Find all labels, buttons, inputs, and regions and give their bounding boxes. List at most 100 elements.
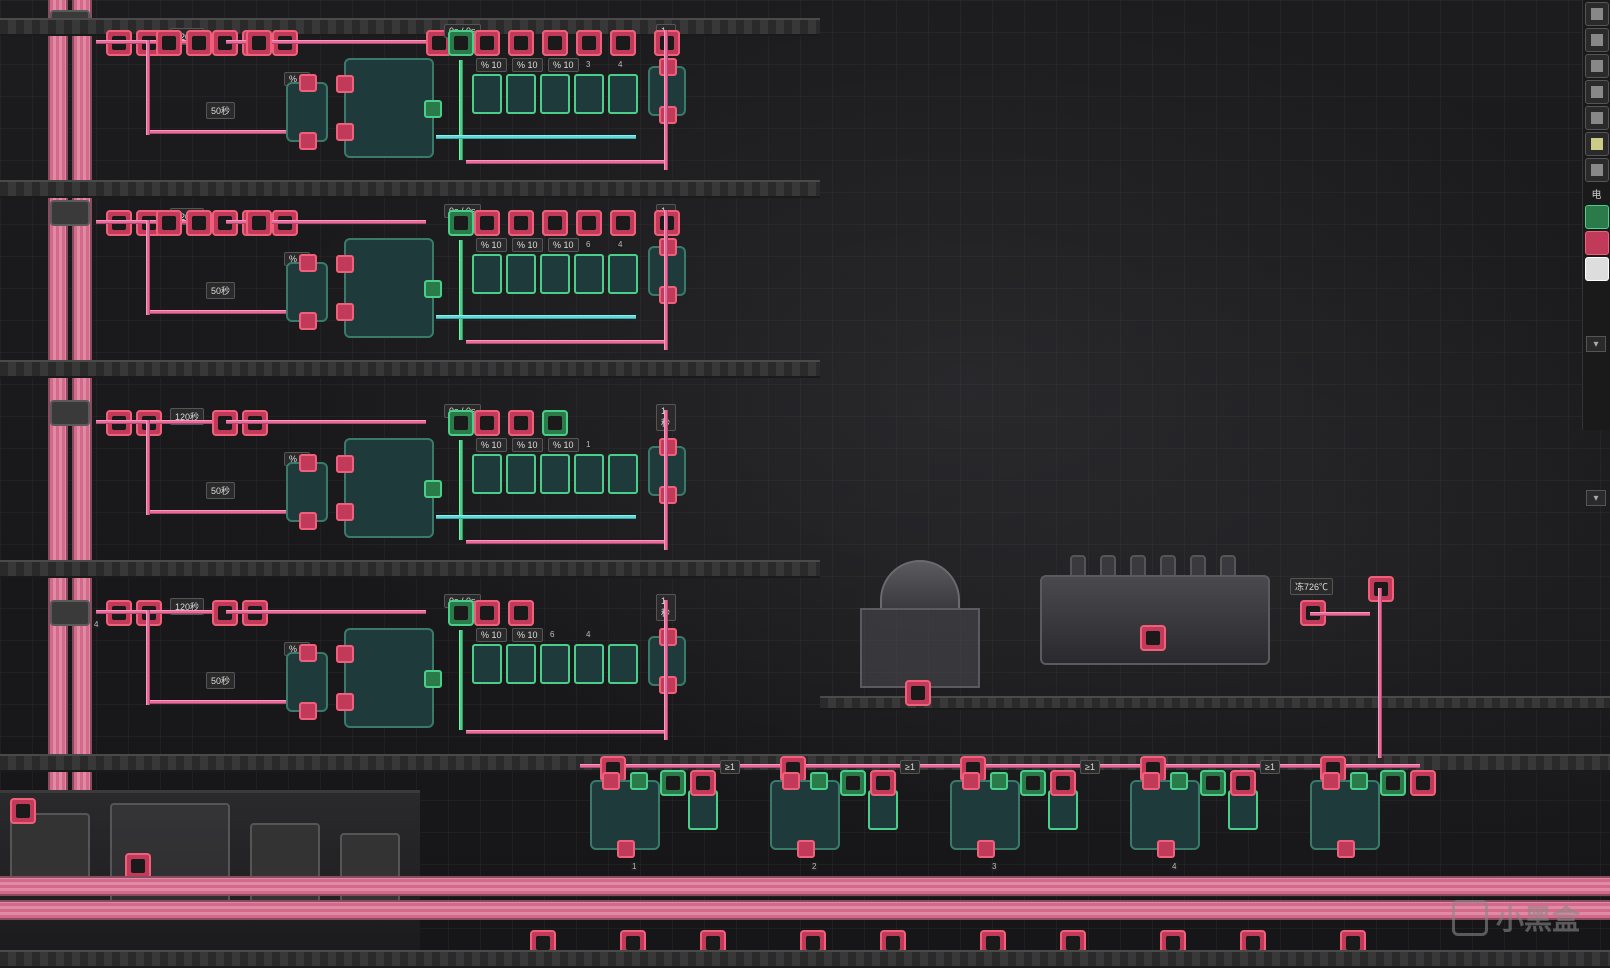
logic-block[interactable]	[1130, 780, 1200, 850]
wire	[466, 340, 666, 344]
logic-output-green[interactable]	[542, 410, 568, 436]
sensor[interactable]	[574, 254, 604, 294]
sensor[interactable]	[868, 790, 898, 830]
sensor[interactable]	[472, 644, 502, 684]
logic-output-red[interactable]	[576, 30, 602, 56]
sensor[interactable]	[506, 74, 536, 114]
logic-output-red[interactable]	[508, 410, 534, 436]
sensor[interactable]	[688, 790, 718, 830]
sensor[interactable]	[472, 254, 502, 294]
logic-output-green[interactable]	[660, 770, 686, 796]
logic-output-red[interactable]	[690, 770, 716, 796]
logic-output-red[interactable]	[474, 30, 500, 56]
sensor[interactable]	[506, 454, 536, 494]
legend-red[interactable]	[1585, 231, 1609, 255]
logic-output-red[interactable]	[186, 30, 212, 56]
overlay-button[interactable]	[1585, 54, 1609, 78]
sensor[interactable]	[540, 254, 570, 294]
sensor[interactable]	[506, 644, 536, 684]
logic-output-red[interactable]	[246, 210, 272, 236]
logic-output-red[interactable]	[508, 210, 534, 236]
logic-output-red[interactable]	[474, 210, 500, 236]
sensor[interactable]	[472, 74, 502, 114]
logic-output-green[interactable]	[448, 410, 474, 436]
sensor[interactable]	[574, 454, 604, 494]
sensor[interactable]	[608, 454, 638, 494]
overlay-button[interactable]	[1585, 80, 1609, 104]
floor-tiles	[0, 560, 820, 578]
legend-white[interactable]	[1585, 257, 1609, 281]
sensor[interactable]	[608, 74, 638, 114]
panel-collapse-button[interactable]: ▾	[1586, 490, 1606, 506]
logic-block[interactable]	[1310, 780, 1380, 850]
logic-output-red[interactable]	[474, 410, 500, 436]
sensor[interactable]	[540, 454, 570, 494]
logic-output-red[interactable]	[576, 210, 602, 236]
logic-output-red[interactable]	[246, 30, 272, 56]
logic-gate[interactable]	[286, 462, 328, 522]
panel-collapse-button[interactable]: ▾	[1586, 336, 1606, 352]
wire	[226, 610, 426, 614]
logic-output-red[interactable]	[1410, 770, 1436, 796]
logic-output-green[interactable]	[1380, 770, 1406, 796]
logic-output-green[interactable]	[448, 210, 474, 236]
logic-gate[interactable]	[286, 262, 328, 322]
legend-green[interactable]	[1585, 205, 1609, 229]
logic-gate[interactable]	[286, 82, 328, 142]
sensor[interactable]	[574, 644, 604, 684]
logic-output-green[interactable]	[1200, 770, 1226, 796]
logic-output-red[interactable]	[508, 30, 534, 56]
logic-output-red[interactable]	[610, 210, 636, 236]
logic-gate-memory[interactable]	[344, 628, 434, 728]
logic-output-red[interactable]	[542, 30, 568, 56]
pct-label: ≥1	[720, 760, 740, 774]
timer-label-50: 50秒	[206, 102, 235, 119]
logic-output-red[interactable]	[474, 600, 500, 626]
overlay-button[interactable]	[1585, 2, 1609, 26]
sensor[interactable]	[1228, 790, 1258, 830]
sensor[interactable]	[540, 74, 570, 114]
logic-output-red[interactable]	[156, 30, 182, 56]
sensor[interactable]	[608, 644, 638, 684]
logic-gate[interactable]	[286, 652, 328, 712]
logic-output-red[interactable]	[1050, 770, 1076, 796]
logic-gate-memory[interactable]	[344, 238, 434, 338]
timer-label-50: 50秒	[206, 282, 235, 299]
pct-label: % 10	[476, 238, 507, 252]
automation-module: 120秒 % 2 50秒 0s / 0s % 10 % 10	[96, 30, 676, 178]
row-num: 4	[1170, 862, 1178, 871]
sensor[interactable]	[540, 644, 570, 684]
logic-block[interactable]	[950, 780, 1020, 850]
logic-output-green[interactable]	[1020, 770, 1046, 796]
overlay-button[interactable]	[1585, 132, 1609, 156]
overlay-button[interactable]	[1585, 158, 1609, 182]
logic-gate-memory[interactable]	[344, 58, 434, 158]
logic-output-red[interactable]	[542, 210, 568, 236]
game-viewport[interactable]: 4 120秒 % 2 50秒 0s / 0s	[0, 0, 1610, 968]
logic-output-red[interactable]	[508, 600, 534, 626]
overlay-button[interactable]	[1585, 106, 1609, 130]
logic-output-green[interactable]	[448, 600, 474, 626]
sensor[interactable]	[506, 254, 536, 294]
sensor[interactable]	[1048, 790, 1078, 830]
logic-output-red[interactable]	[870, 770, 896, 796]
telescope-building[interactable]	[850, 560, 990, 700]
num-label: 6	[584, 240, 592, 249]
overlay-button[interactable]	[1585, 28, 1609, 52]
logic-output-red[interactable]	[156, 210, 182, 236]
logic-block[interactable]	[590, 780, 660, 850]
logic-output-green[interactable]	[840, 770, 866, 796]
sensor[interactable]	[472, 454, 502, 494]
sensor[interactable]	[574, 74, 604, 114]
logic-output-red[interactable]	[610, 30, 636, 56]
logic-block[interactable]	[770, 780, 840, 850]
generator-building[interactable]	[1030, 555, 1280, 665]
logic-output-green[interactable]	[448, 30, 474, 56]
logic-output-red[interactable]	[1230, 770, 1256, 796]
logic-gate-memory[interactable]	[344, 438, 434, 538]
wire	[466, 730, 666, 734]
sensor[interactable]	[608, 254, 638, 294]
wire-cyan	[436, 515, 636, 519]
wire	[466, 160, 666, 164]
logic-output-red[interactable]	[186, 210, 212, 236]
